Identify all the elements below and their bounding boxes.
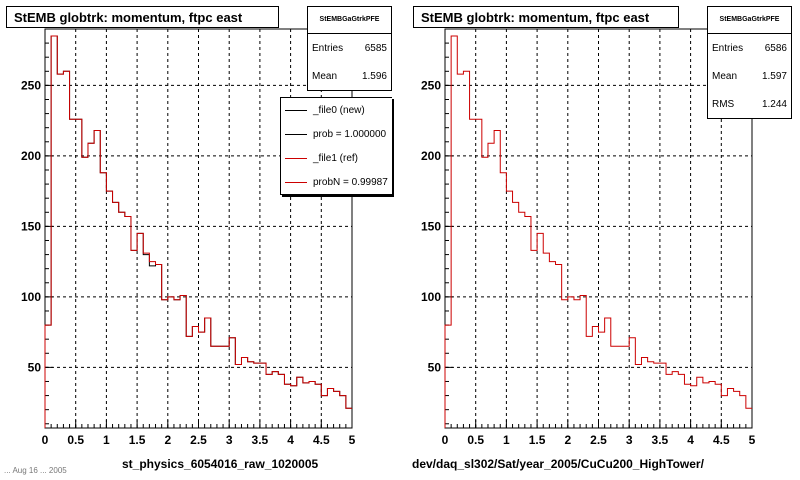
left-x-tick-label: 3 xyxy=(226,433,233,447)
right-histogram-title: StEMB globtrk: momentum, ftpc east xyxy=(413,6,679,28)
left-histogram-title: StEMB globtrk: momentum, ftpc east xyxy=(6,6,279,28)
left-x-tick-label: 0 xyxy=(42,433,49,447)
left-x-tick-label: 2 xyxy=(164,433,171,447)
left-timestamp-text: ... Aug 16 ... 2005 xyxy=(4,466,67,475)
left-x-tick-label: 4.5 xyxy=(313,433,330,447)
right-x-tick-label: 1 xyxy=(503,433,510,447)
right-y-tick-label: 100 xyxy=(421,290,441,304)
left-y-tick-label: 100 xyxy=(21,290,41,304)
right-stats-rms-label: RMS xyxy=(712,98,735,110)
left-legend: _file0 (new) prob = 1.000000 _file1 (ref… xyxy=(280,97,392,195)
right-x-tick-label: 3 xyxy=(626,433,633,447)
legend-label-file1: _file1 (ref) xyxy=(313,152,359,164)
left-stats-name: StEMBGaGtrkPFE xyxy=(308,7,391,34)
left-stats-mean-label: Mean xyxy=(312,70,338,82)
legend-label-prob: prob = 1.000000 xyxy=(313,128,387,140)
left-stats-entries-value: 6585 xyxy=(364,42,387,54)
right-x-tick-label: 3.5 xyxy=(652,433,669,447)
right-stats-entries-label: Entries xyxy=(712,42,744,54)
right-stats-mean-label: Mean xyxy=(712,70,738,82)
left-stats-box: StEMBGaGtrkPFE Entries 6585 Mean 1.596 xyxy=(307,6,392,91)
left-series-new xyxy=(44,35,352,428)
right-x-tick-label: 0.5 xyxy=(467,433,484,447)
left-stats-entries-label: Entries xyxy=(312,42,344,54)
legend-label-file0: _file0 (new) xyxy=(313,104,365,116)
right-y-tick-label: 200 xyxy=(421,149,441,163)
legend-entry-file1: _file1 (ref) xyxy=(281,146,392,170)
right-x-tick-label: 0 xyxy=(442,433,449,447)
left-x-tick-label: 0.5 xyxy=(67,433,84,447)
right-x-tick-label: 1.5 xyxy=(529,433,546,447)
left-stats-row-entries: Entries 6585 xyxy=(308,34,391,62)
left-stats-mean-value: 1.596 xyxy=(361,70,387,82)
left-histogram-panel: 0 0.5 1 1.5 2 2.5 3 3.5 4 4.5 5 50 100 150 200 250 StEM… xyxy=(4,6,392,475)
left-x-tick-label: 2.5 xyxy=(190,433,207,447)
left-x-tick-label: 1 xyxy=(103,433,110,447)
right-stats-box: StEMBGaGtrkPFE Entries 6586 Mean 1.597 R… xyxy=(707,6,792,119)
legend-swatch-probn xyxy=(285,181,307,183)
right-y-tick-label: 250 xyxy=(421,78,441,92)
right-x-tick-label: 5 xyxy=(749,433,756,447)
right-x-tick-label: 2 xyxy=(564,433,571,447)
right-x-axis-title: dev/daq_sl302/Sat/year_2005/CuCu200_High… xyxy=(412,457,704,471)
right-y-tick-label: 50 xyxy=(428,360,442,374)
legend-swatch-prob xyxy=(285,133,307,135)
right-stats-mean-value: 1.597 xyxy=(761,70,787,82)
right-stats-row-rms: RMS 1.244 xyxy=(708,90,791,118)
left-y-tick-label: 50 xyxy=(28,360,42,374)
left-y-tick-label: 200 xyxy=(21,149,41,163)
left-x-tick-label: 5 xyxy=(349,433,356,447)
left-stats-row-mean: Mean 1.596 xyxy=(308,62,391,90)
left-series-ref xyxy=(44,35,352,428)
right-y-tick-label: 150 xyxy=(421,219,441,233)
right-x-tick-label: 2.5 xyxy=(590,433,607,447)
legend-entry-probn: probN = 0.99987 xyxy=(281,170,392,194)
right-histogram-plot: 0 0.5 1 1.5 2 2.5 3 3.5 4 4.5 5 50 100 150 200 250 xyxy=(421,28,756,447)
legend-swatch-new xyxy=(285,109,307,111)
left-histogram-plot: 0 0.5 1 1.5 2 2.5 3 3.5 4 4.5 5 50 100 150 200 250 xyxy=(21,28,356,447)
left-y-tick-label: 150 xyxy=(21,219,41,233)
left-x-tick-label: 3.5 xyxy=(252,433,269,447)
right-stats-row-entries: Entries 6586 xyxy=(708,34,791,62)
legend-entry-file0: _file0 (new) xyxy=(281,98,392,122)
right-x-tick-label: 4.5 xyxy=(713,433,730,447)
left-x-axis-title: st_physics_6054016_raw_1020005 xyxy=(122,457,319,471)
legend-entry-prob: prob = 1.000000 xyxy=(281,122,392,146)
right-stats-row-mean: Mean 1.597 xyxy=(708,62,791,90)
right-stats-entries-value: 6586 xyxy=(764,42,787,54)
right-x-tick-label: 4 xyxy=(687,433,694,447)
legend-label-probn: probN = 0.99987 xyxy=(313,176,388,188)
legend-swatch-ref xyxy=(285,157,307,159)
right-stats-name: StEMBGaGtrkPFE xyxy=(708,7,791,34)
left-x-tick-label: 4 xyxy=(287,433,294,447)
left-y-tick-label: 250 xyxy=(21,78,41,92)
right-series-ref xyxy=(444,35,752,428)
right-stats-rms-value: 1.244 xyxy=(761,98,787,110)
right-histogram-panel: 0 0.5 1 1.5 2 2.5 3 3.5 4 4.5 5 50 100 150 200 250 StEM… xyxy=(400,0,800,480)
left-x-tick-label: 1.5 xyxy=(129,433,146,447)
